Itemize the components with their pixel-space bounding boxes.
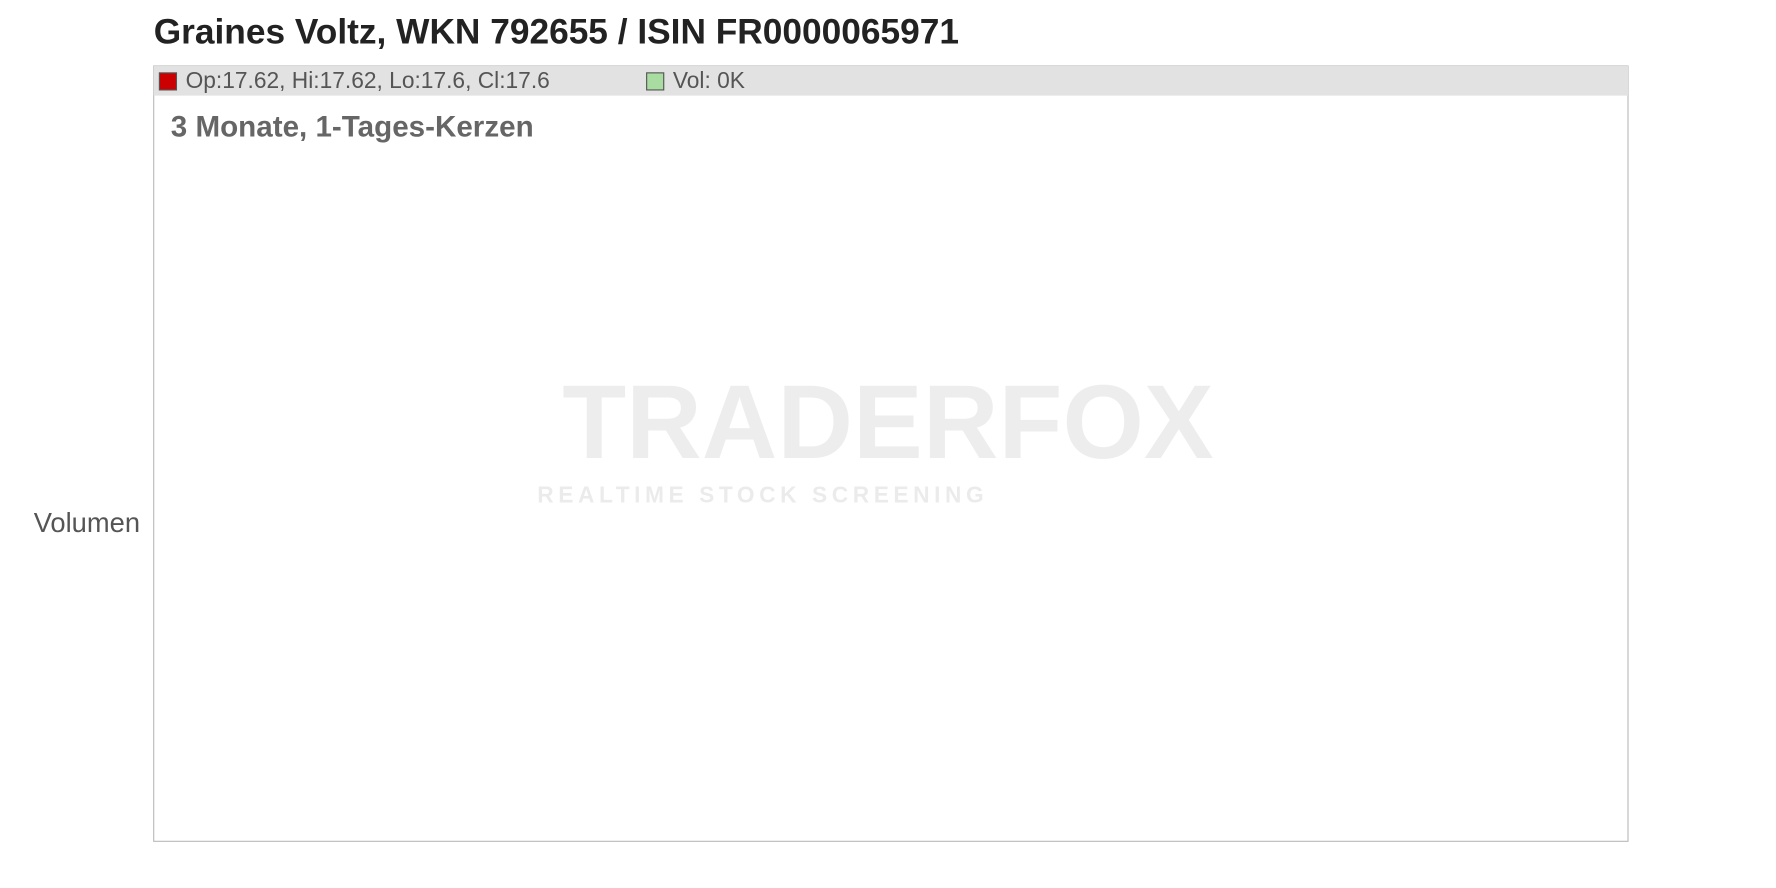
- text-layer: Graines Voltz, WKN 792655 / ISIN FR00000…: [34, 12, 959, 538]
- info-swatch: [158, 72, 178, 91]
- watermark: TRADERFOX: [562, 364, 1214, 481]
- info-bar: [153, 66, 1629, 96]
- watermark-layer: TRADERFOX REALTIME STOCK SCREENING: [537, 364, 1214, 507]
- volume-axis-title: Volumen: [34, 507, 140, 538]
- subtitle: 3 Monate, 1-Tages-Kerzen: [171, 110, 534, 143]
- watermark-sub: REALTIME STOCK SCREENING: [537, 481, 988, 507]
- info-text: Op:17.62, Hi:17.62, Lo:17.6, Cl:17.6: [186, 67, 550, 93]
- chart-title: Graines Voltz, WKN 792655 / ISIN FR00000…: [154, 12, 959, 51]
- plot-frame: [153, 65, 1629, 842]
- volume-info: Vol: 0K: [673, 67, 745, 93]
- volume-swatch: [646, 72, 665, 91]
